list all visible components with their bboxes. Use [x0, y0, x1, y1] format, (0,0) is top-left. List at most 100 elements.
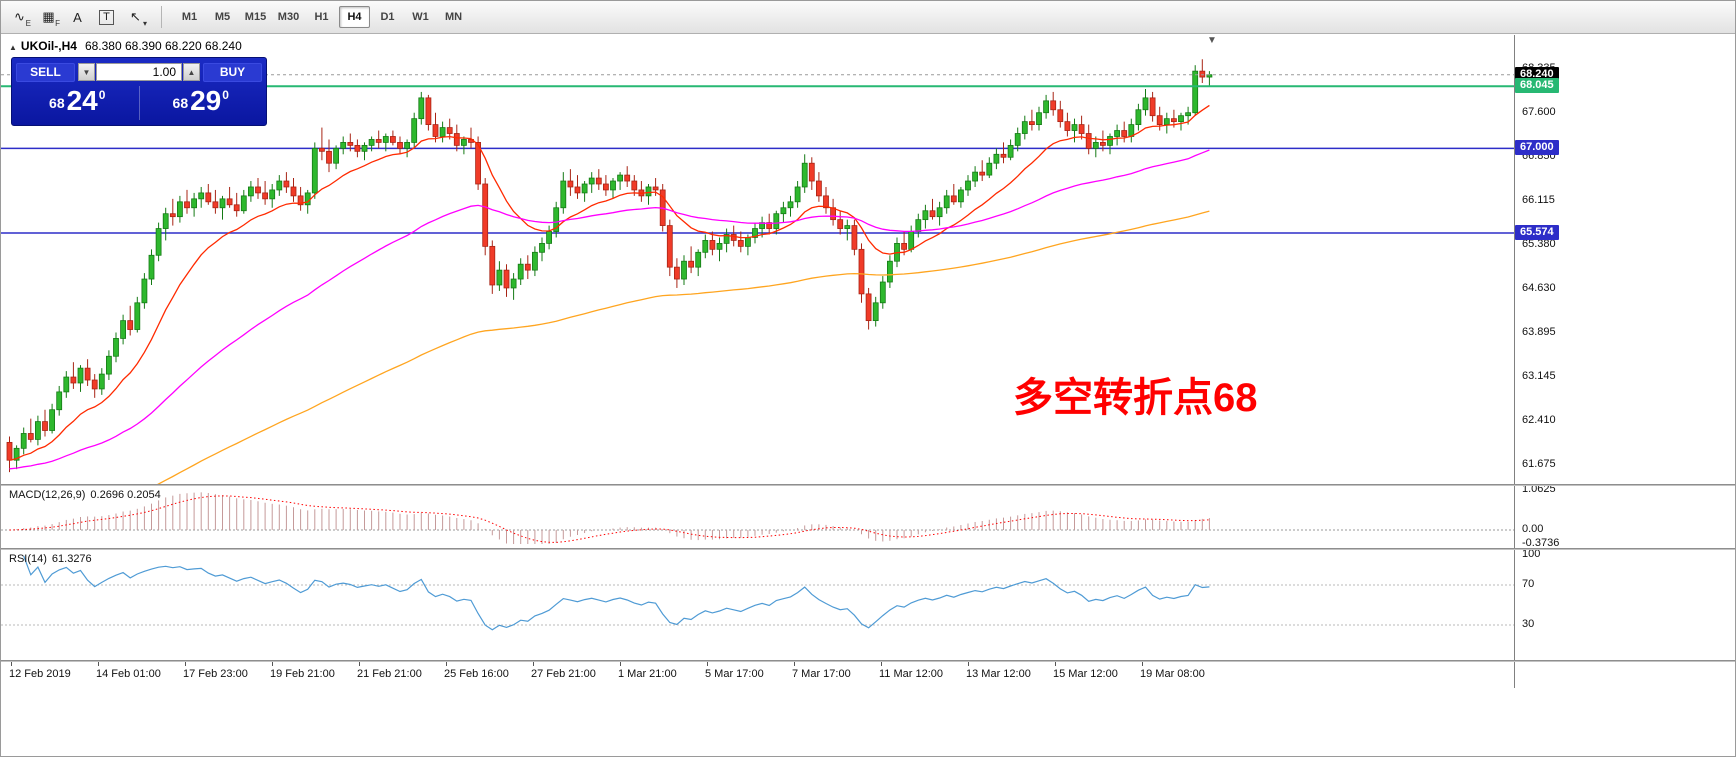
- moving-average-55: [9, 149, 1210, 470]
- time-axis-tick: [881, 662, 882, 666]
- volume-increase-button[interactable]: ▲: [183, 63, 200, 81]
- draw-tools-icon[interactable]: ↖ ▾: [122, 5, 149, 29]
- chart-curve-e-icon[interactable]: ∿ E: [6, 5, 33, 29]
- price-scale-label: 64.630: [1522, 282, 1556, 295]
- candle-body: [1142, 97, 1149, 111]
- candle-body: [858, 248, 865, 295]
- time-axis[interactable]: 12 Feb 2019 14 Feb 01:00 17 Feb 23:00 19 Fe…: [1, 662, 1514, 688]
- time-axis-label: 1 Mar 21:00: [618, 668, 677, 680]
- macd-pane-separator[interactable]: [1, 484, 1735, 486]
- time-axis-tick: [533, 662, 534, 666]
- candle-body: [958, 189, 964, 203]
- time-axis-label: 14 Feb 01:00: [96, 668, 161, 680]
- candle-body: [49, 409, 55, 431]
- timeframe-button-w1[interactable]: W1: [412, 11, 429, 23]
- candle-body: [979, 171, 986, 176]
- candle-body: [823, 195, 829, 209]
- candle-body: [1043, 100, 1049, 114]
- candle-body: [816, 180, 822, 197]
- candle-body: [411, 118, 418, 143]
- candle-body: [127, 320, 134, 330]
- candle-body: [70, 376, 77, 384]
- timeframe-button-h4[interactable]: H4: [339, 6, 370, 28]
- chart-text-annotation[interactable]: 多空转折点68: [1013, 376, 1258, 420]
- price-scale-label: 65.380: [1522, 237, 1556, 250]
- text-label-icon-glyph: A: [73, 9, 82, 25]
- candle-body: [382, 136, 389, 143]
- candle-body: [361, 144, 368, 152]
- indicator-axis-label: 1.0625: [1522, 483, 1556, 495]
- macd-indicator-name: MACD(12,26,9): [9, 489, 86, 501]
- candle-body: [688, 260, 694, 268]
- macd-values: 0.2696 0.2054: [90, 489, 161, 501]
- trade-panel-collapse-icon[interactable]: ▲: [9, 43, 17, 52]
- main-chart-pane[interactable]: ▲ UKOil-,H4 68.380 68.390 68.220 68.240 SE…: [1, 35, 1514, 484]
- sell-button[interactable]: SELL: [16, 62, 75, 82]
- textbox-icon[interactable]: T: [93, 5, 120, 29]
- candle-body: [1185, 112, 1191, 117]
- timeframe-button-mn[interactable]: MN: [444, 11, 463, 23]
- sell-price-button[interactable]: 68 24 0: [16, 87, 139, 119]
- timeframe-button-m30[interactable]: M30: [277, 11, 300, 23]
- timeframe-button-m15[interactable]: M15: [244, 11, 267, 23]
- time-axis-tick: [707, 662, 708, 666]
- candle-body: [567, 180, 574, 188]
- candle-body: [603, 183, 609, 191]
- candle-body: [482, 183, 489, 247]
- candle-body: [1021, 121, 1028, 134]
- rsi-pane-separator[interactable]: [1, 548, 1735, 550]
- candle-body: [851, 225, 858, 250]
- candle-body: [247, 186, 254, 197]
- candle-body: [794, 186, 801, 203]
- candle-body: [723, 234, 730, 244]
- candle-body: [1178, 115, 1184, 123]
- candle-body: [1050, 100, 1057, 111]
- candle-body: [574, 186, 581, 194]
- volume-decrease-button[interactable]: ▼: [78, 63, 95, 81]
- timeframe-button-m1[interactable]: M1: [181, 11, 198, 23]
- candle-body: [674, 266, 680, 280]
- candle-body: [922, 210, 929, 221]
- candle-body: [304, 192, 311, 206]
- toolbar: ∿ E ▦ F A T ↖ ▾ M1 M5 M15 M30 H1 H4 D1 W1 MN: [1, 1, 1735, 34]
- grid-f-icon[interactable]: ▦ F: [35, 5, 62, 29]
- macd-canvas[interactable]: [1, 486, 1514, 548]
- macd-pane[interactable]: MACD(12,26,9) 0.2696 0.2054: [1, 486, 1514, 548]
- price-scale[interactable]: 68.33567.60066.85066.11565.38064.63063.8…: [1514, 35, 1735, 688]
- candle-body: [915, 219, 922, 232]
- candle-body: [943, 195, 950, 209]
- candle-body: [972, 171, 978, 182]
- candle-body: [581, 183, 588, 194]
- candle-body: [35, 421, 41, 440]
- timeframe-button-h1[interactable]: H1: [314, 11, 329, 23]
- candle-body: [446, 127, 453, 134]
- candle-body: [681, 260, 687, 280]
- price-scale-label: 62.410: [1522, 414, 1556, 426]
- timeframe-button-m5[interactable]: M5: [214, 11, 231, 23]
- rsi-canvas[interactable]: [1, 550, 1514, 660]
- timeframe-button-d1[interactable]: D1: [380, 11, 395, 23]
- buy-button[interactable]: BUY: [203, 62, 262, 82]
- time-axis-label: 25 Feb 16:00: [444, 668, 509, 680]
- indicator-axis-label: 0.00: [1522, 522, 1544, 535]
- candle-body: [475, 142, 482, 185]
- buy-price-button[interactable]: 68 29 0: [140, 87, 263, 119]
- rsi-values: 61.3276: [51, 553, 92, 565]
- text-label-icon[interactable]: A: [64, 5, 91, 29]
- rsi-pane[interactable]: RSI(14) 61.3276: [1, 550, 1514, 660]
- candle-body: [290, 186, 297, 197]
- candle-body: [695, 251, 702, 268]
- candle-body: [269, 189, 276, 200]
- candle-body: [745, 237, 751, 247]
- indicator-axis-label: 30: [1522, 618, 1535, 630]
- candle-body: [986, 162, 993, 176]
- candle-body: [1078, 124, 1085, 134]
- candle-body: [297, 195, 304, 206]
- candle-body: [631, 180, 638, 191]
- candle-body: [141, 278, 148, 304]
- time-axis-separator: [1, 660, 1735, 662]
- indicator-axis-label: 100: [1522, 548, 1541, 560]
- candle-body: [730, 234, 737, 241]
- volume-input[interactable]: [96, 63, 182, 81]
